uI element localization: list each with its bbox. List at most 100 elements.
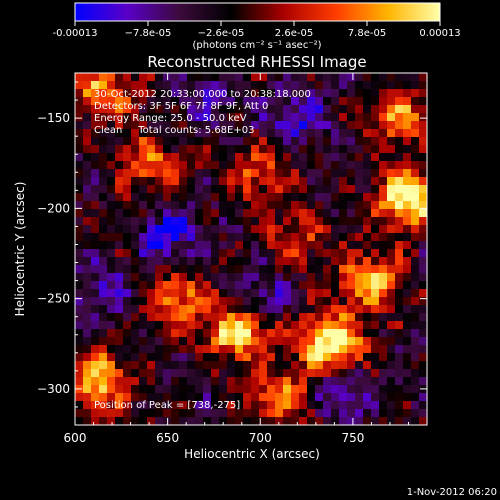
heatmap-cell <box>195 137 204 146</box>
heatmap-cell <box>187 297 196 306</box>
heatmap-cell <box>227 145 236 154</box>
heatmap-cell <box>251 169 260 178</box>
heatmap-cell <box>355 281 364 290</box>
heatmap-cell <box>403 417 412 426</box>
heatmap-cell <box>155 193 164 202</box>
heatmap-cell <box>395 289 404 298</box>
y-tick-label: −150 <box>37 111 70 125</box>
heatmap-cell <box>171 345 180 354</box>
heatmap-cell <box>323 153 332 162</box>
heatmap-cell <box>323 249 332 258</box>
heatmap-cell <box>419 257 428 266</box>
heatmap-cell <box>75 313 84 322</box>
heatmap-cell <box>291 273 300 282</box>
heatmap-cell <box>115 113 124 122</box>
heatmap-cell <box>371 233 380 242</box>
heatmap-cell <box>355 153 364 162</box>
heatmap-cell <box>411 265 420 274</box>
heatmap-cell <box>395 121 404 130</box>
heatmap-cell <box>115 145 124 154</box>
heatmap-cell <box>163 153 172 162</box>
heatmap-cell <box>411 313 420 322</box>
heatmap-cell <box>395 89 404 98</box>
heatmap-cell <box>331 377 340 386</box>
heatmap-cell <box>379 257 388 266</box>
heatmap-cell <box>283 169 292 178</box>
heatmap-cell <box>395 129 404 138</box>
heatmap-cell <box>331 329 340 338</box>
heatmap-cell <box>219 153 228 162</box>
heatmap-cell <box>259 281 268 290</box>
heatmap-cell <box>387 201 396 210</box>
heatmap-cell <box>347 345 356 354</box>
heatmap-cell <box>251 193 260 202</box>
heatmap-cell <box>211 185 220 194</box>
heatmap-cell <box>395 153 404 162</box>
heatmap-cell <box>267 393 276 402</box>
heatmap-cell <box>211 305 220 314</box>
heatmap-cell <box>379 281 388 290</box>
heatmap-cell <box>315 209 324 218</box>
heatmap-cell <box>131 257 140 266</box>
heatmap-cell <box>403 329 412 338</box>
heatmap-cell <box>267 121 276 130</box>
heatmap-cell <box>99 209 108 218</box>
heatmap-cell <box>371 209 380 218</box>
heatmap-cell <box>107 281 116 290</box>
heatmap-cell <box>259 305 268 314</box>
heatmap-cell <box>275 241 284 250</box>
heatmap-cell <box>235 225 244 234</box>
heatmap-cell <box>203 409 212 418</box>
heatmap-cell <box>139 377 148 386</box>
heatmap-cell <box>123 361 132 370</box>
heatmap-cell <box>139 169 148 178</box>
y-tick-labels: −150−200−250−300 <box>37 111 70 396</box>
heatmap-cell <box>99 217 108 226</box>
heatmap-cell <box>323 257 332 266</box>
heatmap-cell <box>331 105 340 114</box>
heatmap-cell <box>403 137 412 146</box>
heatmap-cell <box>251 393 260 402</box>
heatmap-cell <box>163 337 172 346</box>
heatmap-cell <box>83 129 92 138</box>
heatmap-cell <box>227 137 236 146</box>
heatmap-cell <box>75 329 84 338</box>
heatmap-cell <box>339 289 348 298</box>
heatmap-cell <box>379 185 388 194</box>
heatmap-cell <box>315 273 324 282</box>
heatmap-cell <box>355 361 364 370</box>
heatmap-cell <box>267 353 276 362</box>
heatmap-cell <box>411 297 420 306</box>
heatmap-cell <box>219 369 228 378</box>
heatmap-cell <box>171 337 180 346</box>
x-tick-label: 700 <box>249 431 272 445</box>
heatmap-cell <box>139 313 148 322</box>
heatmap-cell <box>315 137 324 146</box>
heatmap-cell <box>387 105 396 114</box>
heatmap-cell <box>419 81 428 90</box>
heatmap-cell <box>299 337 308 346</box>
heatmap-cell <box>339 393 348 402</box>
heatmap-cell <box>131 233 140 242</box>
heatmap-cell <box>291 281 300 290</box>
heatmap-cell <box>131 89 140 98</box>
heatmap-cell <box>155 313 164 322</box>
heatmap-cell <box>331 297 340 306</box>
heatmap-cell <box>131 369 140 378</box>
heatmap-cell <box>211 97 220 106</box>
heatmap-cell <box>83 145 92 154</box>
heatmap-cell <box>107 97 116 106</box>
heatmap-cell <box>219 177 228 186</box>
heatmap-cell <box>267 377 276 386</box>
heatmap-cell <box>155 297 164 306</box>
heatmap-cell <box>315 73 324 82</box>
heatmap-cell <box>83 161 92 170</box>
heatmap-cell <box>267 305 276 314</box>
heatmap-cell <box>83 185 92 194</box>
heatmap-cell <box>211 409 220 418</box>
heatmap-cell <box>131 81 140 90</box>
heatmap-cell <box>267 273 276 282</box>
heatmap-cell <box>235 217 244 226</box>
heatmap-cell <box>387 369 396 378</box>
heatmap-cell <box>99 193 108 202</box>
